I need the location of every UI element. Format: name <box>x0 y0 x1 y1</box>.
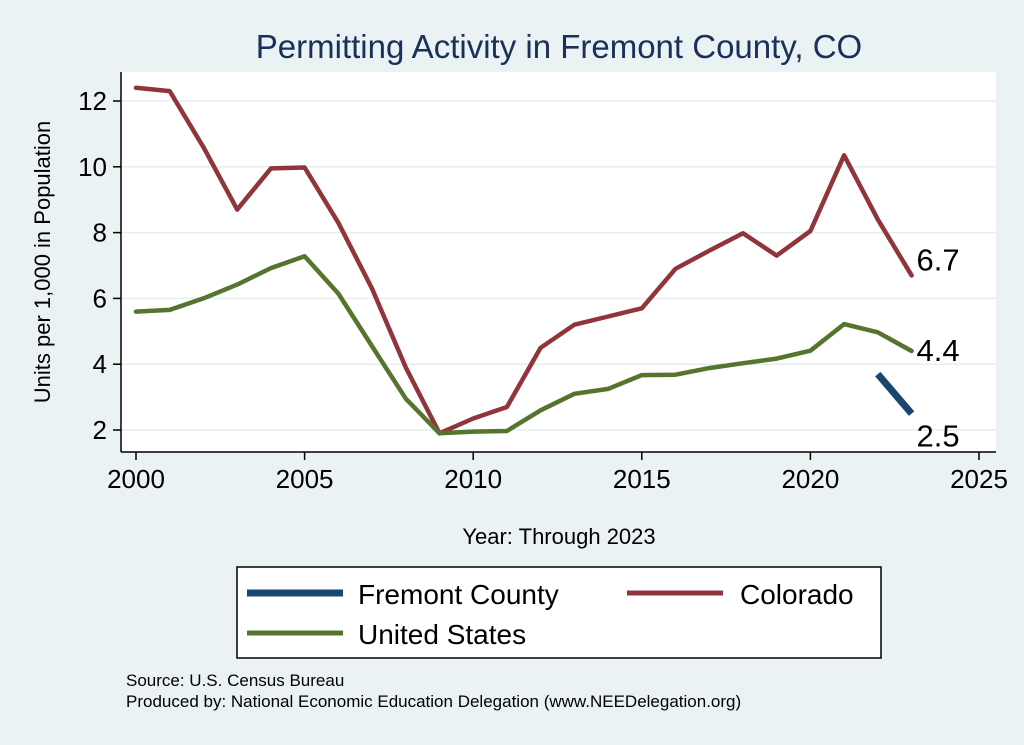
y-tick-label: 12 <box>78 86 107 116</box>
x-tick-label: 2015 <box>613 464 671 494</box>
plot-area <box>121 72 996 452</box>
legend-label-fremont-county: Fremont County <box>358 579 559 610</box>
chart-title: Permitting Activity in Fremont County, C… <box>256 28 862 65</box>
y-tick-label: 4 <box>93 349 107 379</box>
source-note: Source: U.S. Census Bureau <box>126 671 345 690</box>
end-label-united-states: 4.4 <box>917 333 960 368</box>
grid-lines <box>121 100 996 431</box>
ticks: 2 4 6 8 10 12 2000 2005 2010 2015 2020 2025 <box>78 86 1008 494</box>
x-axis-label: Year: Through 2023 <box>462 524 655 549</box>
end-labels: 2.5 6.7 4.4 <box>917 242 960 453</box>
legend-label-colorado: Colorado <box>740 579 854 610</box>
x-tick-label: 2020 <box>781 464 839 494</box>
legend-box <box>236 566 882 659</box>
series-line-fremont-county <box>875 371 915 416</box>
x-tick-label: 2025 <box>950 464 1008 494</box>
y-tick-label: 2 <box>93 415 107 445</box>
y-axis-label: Units per 1,000 in Population <box>30 121 55 404</box>
x-tick-label: 2000 <box>107 464 165 494</box>
legend: Fremont County Colorado United States <box>236 566 882 659</box>
series-line-colorado <box>133 85 914 436</box>
legend-label-united-states: United States <box>358 619 526 650</box>
y-tick-label: 6 <box>93 283 107 313</box>
x-tick-label: 2010 <box>444 464 502 494</box>
produced-by-note: Produced by: National Economic Education… <box>126 692 742 711</box>
y-tick-label: 10 <box>78 152 107 182</box>
series-line-united-states <box>133 254 914 436</box>
x-tick-label: 2005 <box>276 464 334 494</box>
end-label-fremont-county: 2.5 <box>917 419 960 454</box>
y-tick-label: 8 <box>93 218 107 248</box>
series-group <box>133 85 915 436</box>
end-label-colorado: 6.7 <box>917 242 960 277</box>
